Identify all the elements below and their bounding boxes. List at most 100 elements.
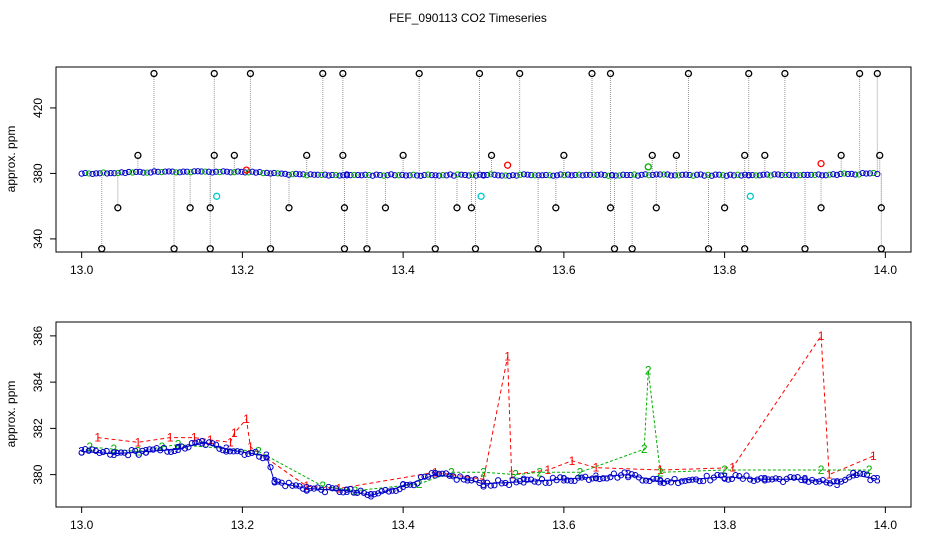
series-3-marker: 3 <box>874 472 881 486</box>
baseline-point <box>469 171 476 178</box>
cyan-point <box>746 192 754 200</box>
baseline-point <box>498 172 505 179</box>
baseline-point <box>439 172 446 179</box>
series-3-point <box>476 479 483 487</box>
baseline-point <box>384 172 391 179</box>
series-3-point <box>332 485 340 492</box>
baseline-point <box>620 171 627 178</box>
series-3-point <box>863 471 871 478</box>
series-1-line <box>97 334 874 490</box>
baseline-point <box>461 171 469 179</box>
baseline-point <box>202 168 209 175</box>
baseline-point <box>752 172 760 179</box>
series-3-point <box>414 480 421 487</box>
series-3-point <box>834 478 841 485</box>
baseline-point <box>169 168 176 175</box>
baseline-point <box>708 172 715 179</box>
series-2-marker: 2 <box>255 445 262 459</box>
baseline-point <box>436 172 443 179</box>
baseline-point <box>509 172 516 179</box>
baseline-point <box>100 169 107 176</box>
series-2-marker: 2 <box>448 465 455 479</box>
baseline-point <box>187 169 194 176</box>
series-2-marker: 2 <box>641 442 648 456</box>
baseline-point <box>89 170 96 178</box>
series-3-point <box>417 473 425 481</box>
spike-point <box>134 151 142 160</box>
series-1-marker: 1 <box>231 426 238 440</box>
baseline-point <box>745 172 752 179</box>
series-3-point <box>289 482 296 489</box>
baseline-point <box>465 172 472 179</box>
baseline-point <box>249 168 256 175</box>
series-3-point <box>329 485 336 492</box>
baseline-point <box>311 171 318 178</box>
baseline-point <box>260 170 267 177</box>
baseline-point <box>723 172 730 179</box>
baseline-point <box>664 171 671 178</box>
series-3-point <box>396 486 403 493</box>
baseline-point <box>484 171 491 179</box>
spike-point <box>381 204 390 212</box>
spike-point <box>516 69 524 78</box>
baseline-point <box>340 172 347 179</box>
baseline-point <box>870 169 877 177</box>
series-1-marker: 1 <box>544 463 551 477</box>
series-3-point <box>870 474 877 482</box>
series-3-point <box>513 479 520 486</box>
baseline-point <box>705 171 712 178</box>
baseline-point <box>760 171 767 178</box>
series-3-point <box>700 478 707 485</box>
baseline-point <box>811 171 818 179</box>
baseline-point <box>165 168 172 175</box>
series-3-point <box>505 481 513 489</box>
baseline-point <box>597 171 605 178</box>
series-3-point <box>856 470 864 477</box>
series-3-marker: 3 <box>110 447 117 461</box>
spike-point <box>560 151 568 160</box>
spike-point <box>606 204 615 212</box>
spike-point <box>266 245 275 253</box>
series-3-point <box>571 477 578 484</box>
spike-point <box>471 245 480 253</box>
baseline-point <box>336 172 343 179</box>
series-3-point <box>212 441 220 448</box>
baseline-point <box>727 171 734 178</box>
baseline-point <box>859 169 866 177</box>
spike-point <box>230 151 239 160</box>
series-3-point <box>167 448 175 455</box>
series-3-point <box>425 473 432 480</box>
spike-point <box>877 245 885 253</box>
baseline-point <box>358 172 365 179</box>
baseline-point <box>343 171 350 178</box>
series-3-point <box>830 478 837 485</box>
baseline-point <box>822 172 829 179</box>
series-3-point <box>421 473 428 480</box>
baseline-point <box>85 170 93 177</box>
series-3-marker: 3 <box>464 472 471 486</box>
series-3-point <box>728 475 736 483</box>
baseline-point <box>653 171 660 178</box>
series-3-point <box>761 476 768 483</box>
baseline-point <box>410 171 417 178</box>
series-3-point <box>439 470 446 477</box>
spike-point <box>98 245 106 253</box>
baseline-point <box>671 172 678 179</box>
baseline-point <box>601 172 608 179</box>
series-3-point <box>557 474 564 481</box>
baseline-point <box>234 168 241 175</box>
series-3-point <box>256 453 263 460</box>
series-3-point <box>164 448 171 455</box>
series-3-point <box>754 476 761 483</box>
baseline-point <box>557 171 564 178</box>
series-3-marker: 3 <box>223 442 230 456</box>
baseline-point <box>590 171 597 178</box>
baseline-point <box>114 169 122 177</box>
spike-point <box>648 151 656 160</box>
baseline-point <box>347 172 354 179</box>
baseline-point <box>399 171 406 179</box>
series-3-point <box>400 481 407 488</box>
series-3-marker: 3 <box>480 477 487 491</box>
series-3-point <box>336 488 343 496</box>
baseline-point <box>428 172 435 179</box>
